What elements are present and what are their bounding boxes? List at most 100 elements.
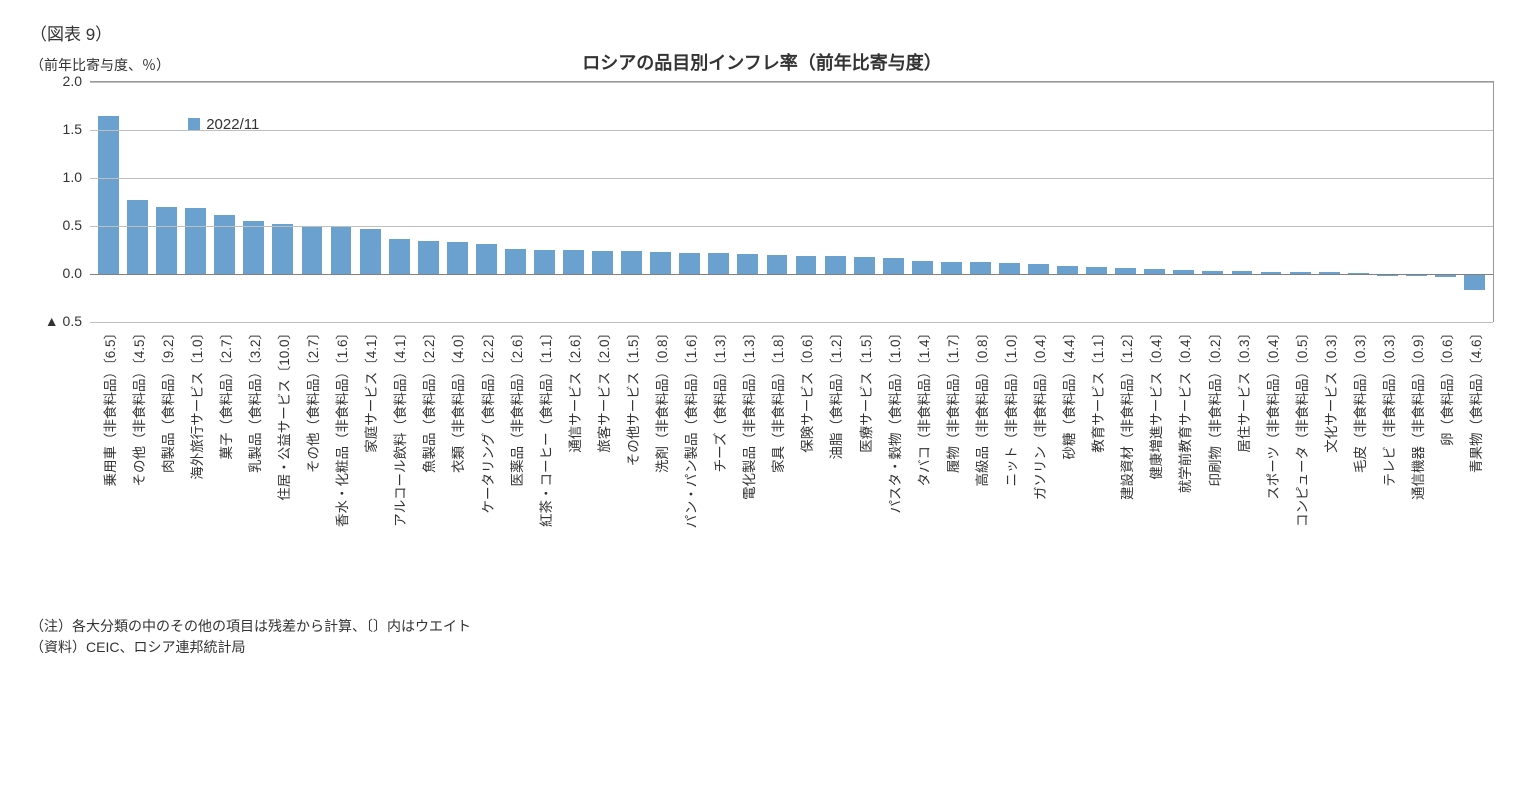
bar (796, 256, 817, 274)
x-label-slot: 魚製品（食料品）〔2.2〕 (414, 322, 443, 592)
bar-slot (1315, 82, 1344, 322)
x-label-slot: 健康増進サービス〔0.4〕 (1141, 322, 1170, 592)
x-axis-label: 医薬品（非食料品）〔2.6〕 (506, 326, 526, 487)
bar (912, 261, 933, 274)
bar (767, 255, 788, 274)
x-label-slot: 毛皮（非食料品）〔0.3〕 (1344, 322, 1373, 592)
bar-slot (297, 82, 326, 322)
bar-slot (327, 82, 356, 322)
bar-slot (239, 82, 268, 322)
bar (360, 229, 381, 274)
bar (1464, 274, 1485, 290)
bar-slot (879, 82, 908, 322)
x-label-slot: 文化サービス〔0.3〕 (1315, 322, 1344, 592)
bar-slot (1198, 82, 1227, 322)
x-label-slot: 卵（食料品）〔0.6〕 (1432, 322, 1461, 592)
x-label-slot: 通信サービス〔2.6〕 (559, 322, 588, 592)
y-tick-label: 1.0 (63, 169, 82, 185)
bar-slot (966, 82, 995, 322)
y-tick-label: 0.0 (63, 265, 82, 281)
y-tick-label: 1.5 (63, 121, 82, 137)
bar (563, 250, 584, 274)
x-axis-label: チーズ（食料品）〔1.3〕 (709, 326, 729, 472)
x-label-slot: 家庭サービス〔4.1〕 (356, 322, 385, 592)
x-label-slot: 衣類（非食料品）〔4.0〕 (443, 322, 472, 592)
bar-slot (1227, 82, 1256, 322)
bar (708, 253, 729, 274)
bar-slot (995, 82, 1024, 322)
x-axis-label: 香水・化粧品（非食料品）〔1.6〕 (331, 326, 351, 527)
bar-slot (123, 82, 152, 322)
x-label-slot: 肉製品（食料品）〔9.2〕 (152, 322, 181, 592)
x-label-slot: パン・パン製品（食料品）〔1.6〕 (676, 322, 705, 592)
bar-slot (821, 82, 850, 322)
gridline (90, 178, 1493, 179)
x-label-slot: その他サービス〔1.5〕 (617, 322, 646, 592)
bar-slot (1053, 82, 1082, 322)
x-axis-label: 就学前教育サービス〔0.4〕 (1174, 326, 1194, 493)
x-label-slot: パスタ・穀物（食料品）〔1.0〕 (879, 322, 908, 592)
x-labels-row: 乗用車（非食料品）〔6.5〕その他（非食料品）〔4.5〕肉製品（食料品）〔9.2… (90, 322, 1494, 592)
bar-slot (268, 82, 297, 322)
x-axis-label: タバコ（非食料品）〔1.4〕 (913, 326, 933, 487)
x-label-slot: 香水・化粧品（非食料品）〔1.6〕 (327, 322, 356, 592)
x-axis-label: 教育サービス〔1.1〕 (1087, 326, 1107, 453)
bar-slot (1373, 82, 1402, 322)
x-label-slot: 住居・公益サービス〔10.0〕 (268, 322, 297, 592)
x-axis-label: 居住サービス〔0.3〕 (1233, 326, 1253, 453)
bar-slot (210, 82, 239, 322)
bar (302, 226, 323, 274)
bar (1028, 264, 1049, 274)
bar-slot (733, 82, 762, 322)
x-label-slot: 履物（非食料品）〔1.7〕 (937, 322, 966, 592)
x-axis-label: コンピュータ（非食料品）〔0.5〕 (1291, 326, 1311, 527)
x-axis-label: 旅客サービス〔2.0〕 (593, 326, 613, 453)
x-label-slot: 高級品（非食料品）〔0.8〕 (966, 322, 995, 592)
bar-slot (356, 82, 385, 322)
x-label-slot: 青果物（食料品）〔4.6〕 (1461, 322, 1490, 592)
zero-gridline (90, 274, 1493, 275)
y-tick-label: 2.0 (63, 73, 82, 89)
chart-title: ロシアの品目別インフレ率（前年比寄与度） (200, 49, 1494, 75)
bar-slot (94, 82, 123, 322)
x-axis-label: 卵（食料品）〔0.6〕 (1436, 326, 1456, 446)
bar-slot (443, 82, 472, 322)
x-axis-label: 乗用車（非食料品）〔6.5〕 (99, 326, 119, 487)
bar (389, 239, 410, 274)
bar-slot (414, 82, 443, 322)
bar-slot (850, 82, 879, 322)
x-label-slot: アルコール飲料（食料品）〔4.1〕 (385, 322, 414, 592)
note-line: （注）各大分類の中のその他の項目は残差から計算、〔〕内はウエイト (30, 616, 1494, 637)
bar-slot (1431, 82, 1460, 322)
bar-slot (1082, 82, 1111, 322)
bar (854, 257, 875, 274)
x-axis-label: ケータリング（食料品）〔2.2〕 (477, 326, 497, 514)
x-label-slot: 就学前教育サービス〔0.4〕 (1170, 322, 1199, 592)
bar-slot (704, 82, 733, 322)
bar (650, 252, 671, 274)
source-line: （資料）CEIC、ロシア連邦統計局 (30, 637, 1494, 658)
bar-slot (1111, 82, 1140, 322)
y-tick-label: 0.5 (63, 217, 82, 233)
bar (505, 249, 526, 274)
bar (999, 263, 1020, 274)
x-label-slot: 旅客サービス〔2.0〕 (588, 322, 617, 592)
x-axis-label: その他（食料品）〔2.7〕 (302, 326, 322, 473)
bar (737, 254, 758, 274)
x-label-slot: 家具（非食料品）〔1.8〕 (763, 322, 792, 592)
x-axis-label: 電化製品（非食料品）〔1.3〕 (738, 326, 758, 500)
x-label-slot: 教育サービス〔1.1〕 (1083, 322, 1112, 592)
bar (331, 227, 352, 274)
gridline (90, 226, 1493, 227)
x-label-slot: 乳製品（食料品）〔3.2〕 (239, 322, 268, 592)
bar (883, 258, 904, 274)
x-label-slot: 医療サービス〔1.5〕 (850, 322, 879, 592)
x-axis-label: 住居・公益サービス〔10.0〕 (273, 326, 293, 501)
bar-slot (1257, 82, 1286, 322)
x-label-slot: タバコ（非食料品）〔1.4〕 (908, 322, 937, 592)
x-axis-label: スポーツ（非食料品）〔0.4〕 (1262, 326, 1282, 500)
bar (127, 200, 148, 274)
x-axis-label: その他（非食料品）〔4.5〕 (128, 326, 148, 487)
plot-area: 2022/11 (90, 81, 1494, 322)
bar-slot (1402, 82, 1431, 322)
